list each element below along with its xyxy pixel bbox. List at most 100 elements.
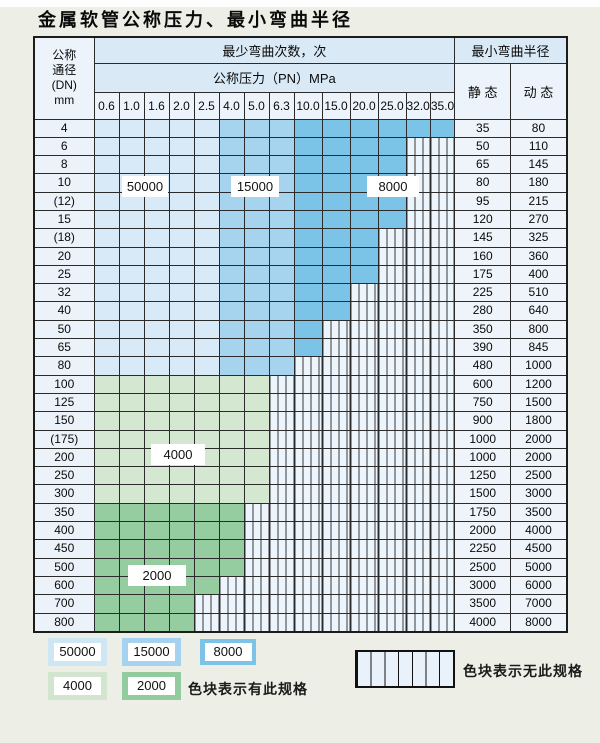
spec-cell bbox=[118, 301, 145, 321]
spec-cell bbox=[143, 521, 170, 541]
spec-cell bbox=[93, 136, 120, 157]
no-spec-cell bbox=[405, 521, 431, 541]
table-row: 80 480 1000 bbox=[33, 356, 568, 376]
no-spec-cell bbox=[243, 521, 270, 541]
no-spec-cell bbox=[429, 575, 456, 596]
dynamic-radius-cell: 4500 bbox=[510, 539, 568, 559]
spec-cell bbox=[218, 411, 245, 431]
legend-swatch-4000: 4000 bbox=[48, 672, 107, 700]
spec-cell bbox=[243, 484, 270, 504]
spec-cell bbox=[118, 539, 145, 559]
spec-cell bbox=[377, 118, 407, 138]
no-spec-cell bbox=[405, 612, 431, 633]
spec-cell bbox=[193, 539, 220, 559]
dynamic-radius-cell: 80 bbox=[510, 118, 568, 138]
no-spec-cell bbox=[243, 557, 270, 577]
legend-no-spec-text: 色块表示无此规格 bbox=[463, 663, 583, 679]
spec-cell bbox=[193, 118, 220, 138]
spec-cell bbox=[93, 374, 120, 394]
spec-cell bbox=[429, 118, 456, 138]
no-spec-cell bbox=[349, 539, 379, 559]
dn-cell: 200 bbox=[33, 447, 95, 468]
no-spec-cell bbox=[377, 557, 407, 577]
dn-cell: 40 bbox=[33, 301, 95, 321]
static-radius-cell: 1000 bbox=[454, 429, 512, 449]
no-spec-cell bbox=[377, 575, 407, 596]
spec-cell bbox=[243, 118, 270, 138]
static-radius-cell: 390 bbox=[454, 338, 512, 358]
spec-cell bbox=[168, 173, 195, 193]
spec-cell bbox=[218, 539, 245, 559]
spec-cell bbox=[143, 228, 170, 248]
no-spec-cell bbox=[349, 612, 379, 633]
spec-cell bbox=[143, 319, 170, 340]
static-radius-cell: 280 bbox=[454, 301, 512, 321]
dynamic-radius-cell: 6000 bbox=[510, 575, 568, 596]
no-spec-cell bbox=[293, 575, 323, 596]
pressure-tick: 35.0 bbox=[429, 91, 456, 120]
table-row: (12) 95 215 bbox=[33, 191, 568, 211]
legend-swatch-label: 2000 bbox=[128, 677, 175, 695]
no-spec-cell bbox=[268, 521, 295, 541]
no-spec-cell bbox=[321, 594, 351, 614]
no-spec-cell bbox=[321, 521, 351, 541]
no-spec-cell bbox=[349, 411, 379, 431]
spec-cell bbox=[243, 209, 270, 230]
spec-cell bbox=[193, 338, 220, 358]
dynamic-radius-cell: 1000 bbox=[510, 356, 568, 376]
dn-cell: 65 bbox=[33, 338, 95, 358]
static-radius-cell: 900 bbox=[454, 411, 512, 431]
dynamic-radius-cell: 400 bbox=[510, 264, 568, 285]
no-spec-cell bbox=[243, 539, 270, 559]
spec-cell bbox=[193, 246, 220, 266]
spec-cell bbox=[321, 136, 351, 157]
spec-cell bbox=[93, 283, 120, 303]
spec-cell bbox=[243, 155, 270, 175]
table-row: 350 1750 3500 bbox=[33, 502, 568, 523]
no-spec-cell bbox=[405, 319, 431, 340]
no-spec-cell bbox=[321, 575, 351, 596]
no-spec-cell bbox=[429, 466, 456, 486]
spec-cell bbox=[193, 319, 220, 340]
no-spec-cell bbox=[377, 228, 407, 248]
table-row: 125 750 1500 bbox=[33, 392, 568, 413]
spec-cell bbox=[93, 155, 120, 175]
dn-cell: 500 bbox=[33, 557, 95, 577]
bend-count-label-8000: 8000 bbox=[367, 176, 419, 197]
no-spec-cell bbox=[405, 246, 431, 266]
table-row: 32 225 510 bbox=[33, 283, 568, 303]
no-spec-cell bbox=[429, 136, 456, 157]
spec-cell bbox=[349, 209, 379, 230]
no-spec-cell bbox=[405, 136, 431, 157]
no-spec-cell bbox=[321, 612, 351, 633]
spec-cell bbox=[243, 447, 270, 468]
spec-cell bbox=[321, 191, 351, 211]
static-radius-cell: 1500 bbox=[454, 484, 512, 504]
dn-cell: 10 bbox=[33, 173, 95, 193]
spec-cell bbox=[168, 338, 195, 358]
static-radius-cell: 1250 bbox=[454, 466, 512, 486]
no-spec-cell bbox=[429, 356, 456, 376]
spec-cell bbox=[293, 338, 323, 358]
no-spec-cell bbox=[268, 594, 295, 614]
spec-cell bbox=[118, 136, 145, 157]
spec-cell bbox=[193, 374, 220, 394]
spec-cell bbox=[349, 246, 379, 266]
no-spec-cell bbox=[293, 356, 323, 376]
dynamic-radius-cell: 360 bbox=[510, 246, 568, 266]
spec-cell bbox=[168, 612, 195, 633]
spec-cell bbox=[218, 301, 245, 321]
no-spec-cell bbox=[293, 447, 323, 468]
legend-swatch-50000: 50000 bbox=[48, 638, 107, 666]
spec-cell bbox=[405, 118, 431, 138]
no-spec-cell bbox=[293, 484, 323, 504]
dynamic-radius-cell: 2500 bbox=[510, 466, 568, 486]
dynamic-radius-cell: 640 bbox=[510, 301, 568, 321]
spec-cell bbox=[268, 338, 295, 358]
page-title: 金属软管公称压力、最小弯曲半径 bbox=[38, 10, 353, 31]
spec-cell bbox=[93, 209, 120, 230]
spec-cell bbox=[93, 173, 120, 193]
top-strip bbox=[0, 0, 600, 7]
nominal-pressure-header: 公称压力（PN）MPa bbox=[93, 62, 456, 93]
spec-cell bbox=[93, 429, 120, 449]
